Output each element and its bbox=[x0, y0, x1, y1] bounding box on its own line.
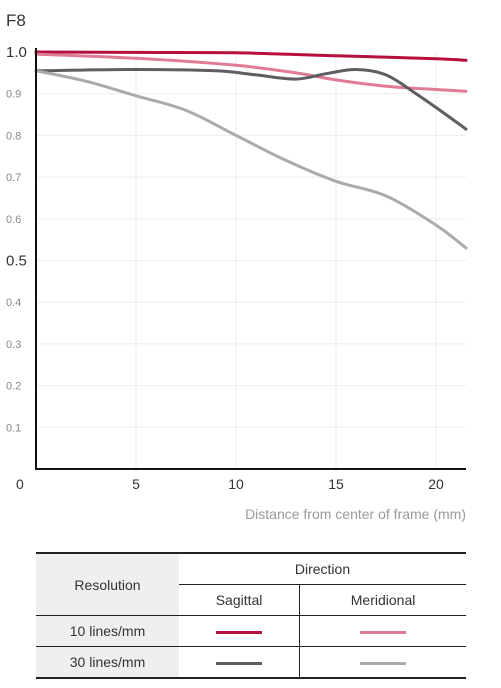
series-30-sagittal bbox=[34, 67, 468, 131]
legend-row-30-label: 30 lines/mm bbox=[36, 646, 179, 679]
y-tick-label: 0.8 bbox=[6, 130, 21, 142]
y-tick-label: 0.2 bbox=[6, 381, 21, 393]
chart-axes bbox=[35, 48, 466, 470]
x-tick-label: 10 bbox=[228, 476, 244, 492]
y-tick-label: 0.3 bbox=[6, 339, 21, 351]
x-tick-label: 5 bbox=[132, 476, 140, 492]
legend-swatch-10-meridional bbox=[360, 630, 407, 634]
chart-title: F8 bbox=[6, 11, 26, 30]
y-tick-label: 1.0 bbox=[6, 44, 27, 61]
y-tick-label: 0.1 bbox=[6, 422, 21, 434]
y-tick-label: 0.7 bbox=[6, 172, 21, 184]
legend-30-meridional-cell bbox=[299, 646, 466, 679]
legend-resolution-header: Resolution bbox=[36, 552, 179, 616]
series-30-meridional bbox=[34, 69, 468, 250]
x-tick-label: 20 bbox=[428, 476, 444, 492]
legend-table: Resolution Direction Sagittal Meridional… bbox=[36, 552, 466, 679]
y-tick-label: 0.6 bbox=[6, 214, 21, 226]
legend-row-10-label: 10 lines/mm bbox=[36, 615, 179, 647]
x-axis-ticks: 0 5 10 15 20 bbox=[16, 476, 444, 492]
y-axis-ticks: 0.1 0.2 0.3 0.4 0.5 0.6 0.7 0.8 0.9 1.0 bbox=[6, 44, 27, 434]
legend-10-sagittal-cell bbox=[179, 615, 300, 647]
legend-10-meridional-cell bbox=[299, 615, 466, 647]
legend-direction-header: Direction bbox=[179, 552, 466, 585]
legend-30-sagittal-cell bbox=[179, 646, 300, 679]
chart-series bbox=[34, 50, 468, 250]
y-tick-label: 0.9 bbox=[6, 89, 21, 101]
legend-sagittal-header: Sagittal bbox=[179, 584, 300, 616]
legend-meridional-header: Meridional bbox=[299, 584, 466, 616]
legend-swatch-10-sagittal bbox=[216, 630, 263, 634]
x-tick-label: 0 bbox=[16, 476, 24, 492]
x-axis-label: Distance from center of frame (mm) bbox=[245, 506, 466, 522]
legend-swatch-30-meridional bbox=[360, 661, 407, 665]
chart-grid bbox=[36, 52, 466, 469]
series-10-sagittal bbox=[34, 50, 468, 62]
x-tick-label: 15 bbox=[328, 476, 344, 492]
legend-swatch-30-sagittal bbox=[216, 661, 263, 665]
y-tick-label: 0.4 bbox=[6, 297, 21, 309]
mtf-chart: F8 0.1 0.2 0.3 0.4 0.5 0.6 0.7 0.8 0.9 1.0 0 5 10 15… bbox=[6, 11, 468, 522]
series-10-meridional bbox=[34, 52, 468, 93]
y-tick-label: 0.5 bbox=[6, 253, 27, 270]
